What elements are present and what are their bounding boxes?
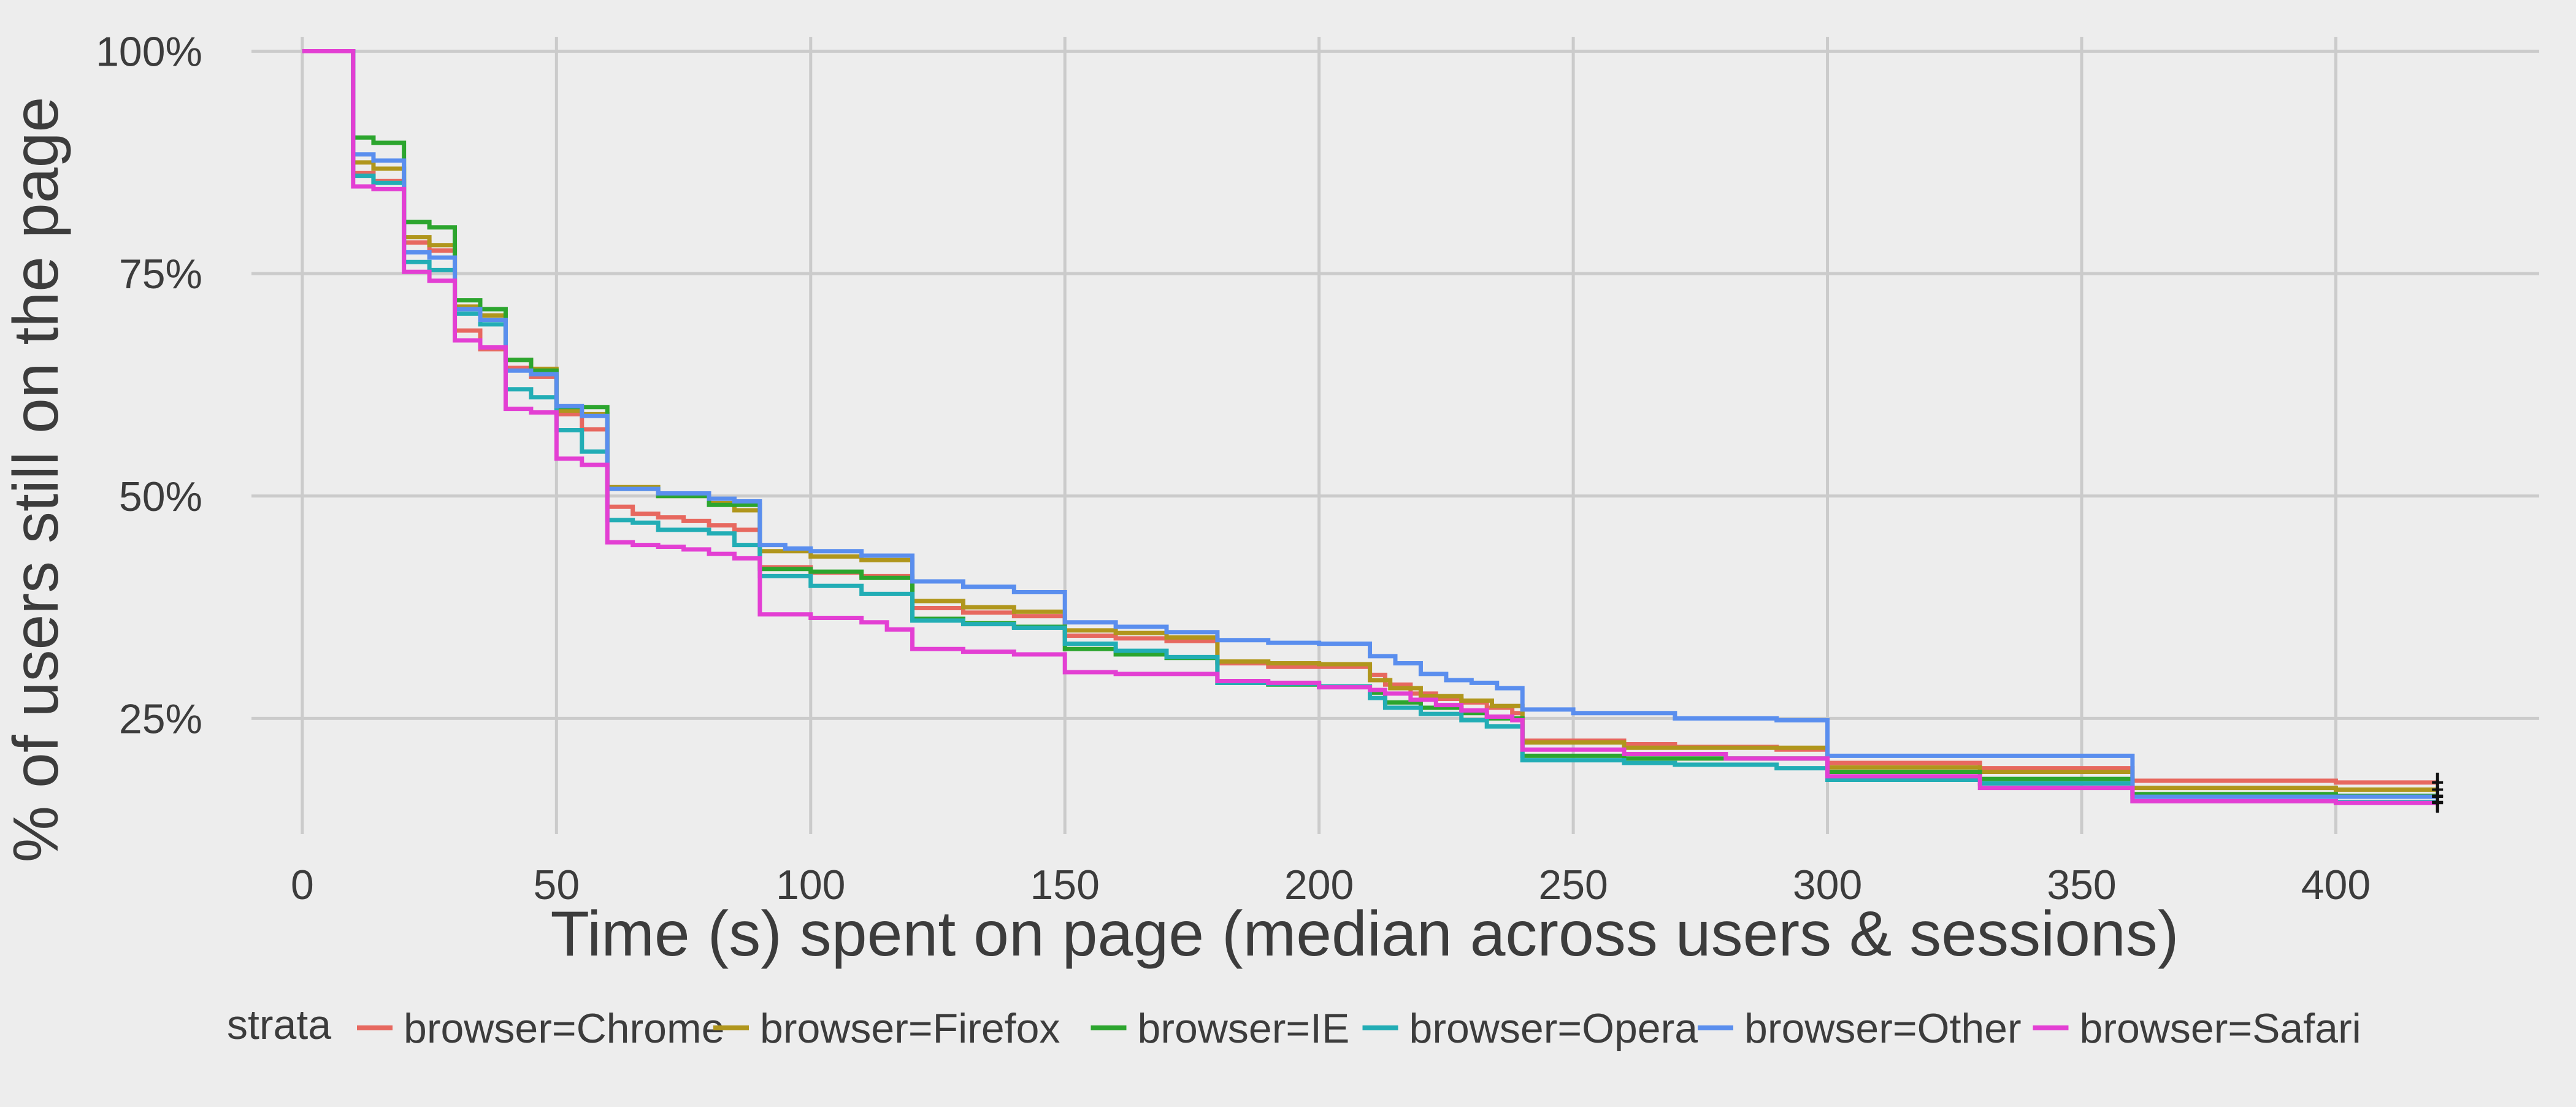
legend-label: browser=Safari — [2080, 1005, 2361, 1052]
series-line — [302, 49, 2438, 792]
x-tick-label: 350 — [2047, 862, 2116, 908]
y-axis-title: % of users still on the page — [1, 97, 72, 863]
x-tick-label: 400 — [2301, 862, 2371, 908]
x-tick-label: 100 — [776, 862, 845, 908]
x-tick-label: 150 — [1030, 862, 1099, 908]
series-line — [302, 49, 2438, 799]
legend: strata browser=Chrome browser=Firefox brow… — [227, 1002, 2361, 1052]
legend-label: browser=Chrome — [404, 1005, 724, 1052]
grid-lines — [251, 37, 2539, 834]
x-tick-label: 200 — [1284, 862, 1354, 908]
y-tick-labels: 25% 50% 75% 100% — [96, 29, 202, 743]
series-lines — [302, 49, 2438, 805]
x-tick-label: 50 — [534, 862, 580, 908]
legend-label: browser=Firefox — [760, 1005, 1060, 1052]
legend-title: strata — [227, 1002, 331, 1048]
x-tick-label: 0 — [291, 862, 314, 908]
legend-label: browser=IE — [1138, 1005, 1350, 1052]
y-tick-label: 25% — [119, 695, 202, 742]
series-line — [302, 49, 2438, 805]
y-tick-label: 100% — [96, 29, 202, 75]
y-tick-label: 50% — [119, 473, 202, 520]
x-tick-label: 250 — [1538, 862, 1608, 908]
x-tick-labels: 0 50 100 150 200 250 300 350 400 — [291, 862, 2371, 908]
legend-label: browser=Other — [1744, 1005, 2022, 1052]
censor-marks — [2432, 772, 2444, 813]
legend-label: browser=Opera — [1409, 1005, 1698, 1052]
x-axis-title: Time (s) spent on page (median across us… — [551, 898, 2179, 970]
x-tick-label: 300 — [1793, 862, 1862, 908]
y-tick-label: 75% — [119, 251, 202, 297]
